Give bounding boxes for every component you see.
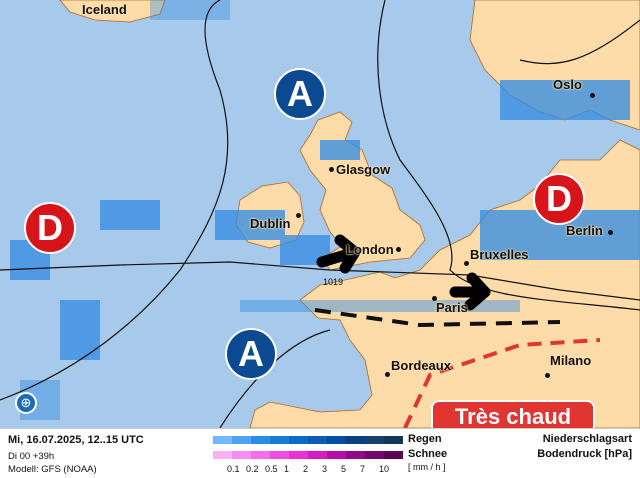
rain-swatch: [384, 436, 403, 444]
isobar-label: 1019: [323, 277, 344, 287]
scale-tick: 0.5: [265, 464, 278, 474]
city-label: Berlin: [566, 223, 603, 238]
city-dot: [329, 167, 334, 172]
city-label: London: [346, 242, 394, 257]
snow-label: Schnee: [408, 448, 448, 460]
city-label: Bruxelles: [470, 247, 529, 262]
city-dot: [385, 372, 390, 377]
high-pressure-marker: A: [274, 68, 326, 120]
snow-swatch: [327, 451, 346, 459]
scale-tick: 2: [303, 464, 309, 474]
city-dot: [464, 261, 469, 266]
rain-swatch: [346, 436, 365, 444]
city-label: Milano: [550, 353, 592, 368]
rain-swatch: [232, 436, 251, 444]
rain-swatch: [308, 436, 327, 444]
pressure-label: Bodendruck [hPa]: [537, 448, 632, 460]
city-label: Iceland: [82, 2, 127, 17]
rain-swatch: [327, 436, 346, 444]
city-dot: [545, 373, 550, 378]
snow-swatch: [346, 451, 365, 459]
low-pressure-marker: D: [24, 202, 76, 254]
wind-arrows: [316, 234, 491, 311]
high-pressure-marker: A: [225, 328, 277, 380]
rain-scale: [213, 436, 403, 444]
iceland: [59, 0, 166, 23]
snow-swatch: [308, 451, 327, 459]
weather-map[interactable]: Iceland Glasgow Dublin London Bruxelles …: [0, 0, 640, 428]
city-label: Oslo: [553, 77, 582, 92]
model-run: Di 00 +39h: [8, 451, 55, 462]
city-label: Glasgow: [336, 162, 391, 177]
rain-swatch: [365, 436, 384, 444]
continent: [249, 139, 640, 428]
snow-swatch: [365, 451, 384, 459]
rain-swatch: [251, 436, 270, 444]
forecast-date: Mi, 16.07.2025, 12..15 UTC: [8, 434, 144, 446]
city-dot: [590, 93, 595, 98]
scale-tick: 7: [360, 464, 366, 474]
scale-tick: 10: [379, 464, 390, 474]
low-pressure-marker: D: [533, 173, 585, 225]
city-dot: [608, 230, 613, 235]
model-name: Modell: GFS (NOAA): [8, 464, 97, 475]
scale-tick: 3: [322, 464, 328, 474]
snow-swatch: [232, 451, 251, 459]
snow-swatch: [384, 451, 403, 459]
snow-swatch: [251, 451, 270, 459]
rain-swatch: [270, 436, 289, 444]
snow-swatch: [289, 451, 308, 459]
scale-tick: 1: [284, 464, 290, 474]
city-label: Dublin: [250, 216, 291, 231]
rain-swatch: [213, 436, 232, 444]
snow-swatch: [213, 451, 232, 459]
rain-label: Regen: [408, 433, 442, 445]
rain-swatch: [289, 436, 308, 444]
snow-scale: [213, 451, 403, 459]
city-dot: [396, 247, 401, 252]
scale-tick: 0.1: [227, 464, 240, 474]
city-dot: [296, 213, 301, 218]
isobars: [0, 0, 640, 428]
city-label: Paris: [436, 300, 468, 315]
unit-label: [ mm / h ]: [408, 462, 446, 472]
globe-icon[interactable]: ⊕: [15, 392, 37, 414]
city-dot: [432, 296, 437, 301]
scale-tick: 0.2: [246, 464, 259, 474]
precip-type-label: Niederschlagsart: [542, 433, 632, 445]
legend: Mi, 16.07.2025, 12..15 UTC Di 00 +39h Mo…: [0, 428, 640, 478]
front-line: [314, 308, 561, 328]
scale-tick: 5: [341, 464, 347, 474]
warning-badge: Très chaud: [431, 400, 595, 428]
heat-front: [403, 338, 601, 428]
city-label: Bordeaux: [391, 358, 451, 373]
snow-swatch: [270, 451, 289, 459]
